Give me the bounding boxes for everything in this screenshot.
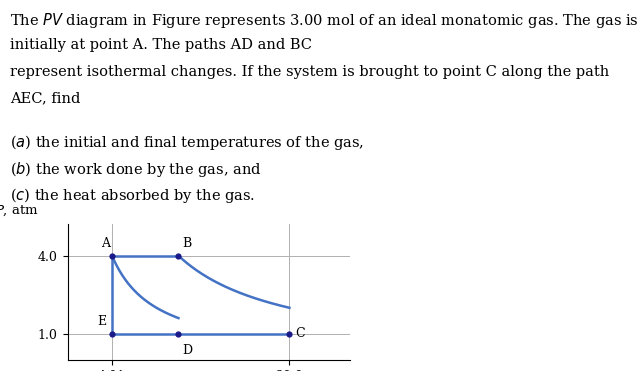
Text: E: E xyxy=(97,315,107,328)
Text: ($b$) the work done by the gas, and: ($b$) the work done by the gas, and xyxy=(10,160,261,178)
Text: B: B xyxy=(182,237,191,250)
Text: ($a$) the initial and final temperatures of the gas,: ($a$) the initial and final temperatures… xyxy=(10,133,364,152)
Text: D: D xyxy=(182,344,192,357)
Text: ($c$) the heat absorbed by the gas.: ($c$) the heat absorbed by the gas. xyxy=(10,186,255,205)
Y-axis label: $P$, atm: $P$, atm xyxy=(0,203,39,218)
Text: C: C xyxy=(295,327,305,340)
Text: initially at point A. The paths AD and BC: initially at point A. The paths AD and B… xyxy=(10,38,312,52)
Text: AEC, find: AEC, find xyxy=(10,91,80,105)
Text: represent isothermal changes. If the system is brought to point C along the path: represent isothermal changes. If the sys… xyxy=(10,65,609,79)
Text: A: A xyxy=(101,237,110,250)
Text: The $PV$ diagram in Figure represents 3.00 mol of an ideal monatomic gas. The ga: The $PV$ diagram in Figure represents 3.… xyxy=(10,11,638,30)
